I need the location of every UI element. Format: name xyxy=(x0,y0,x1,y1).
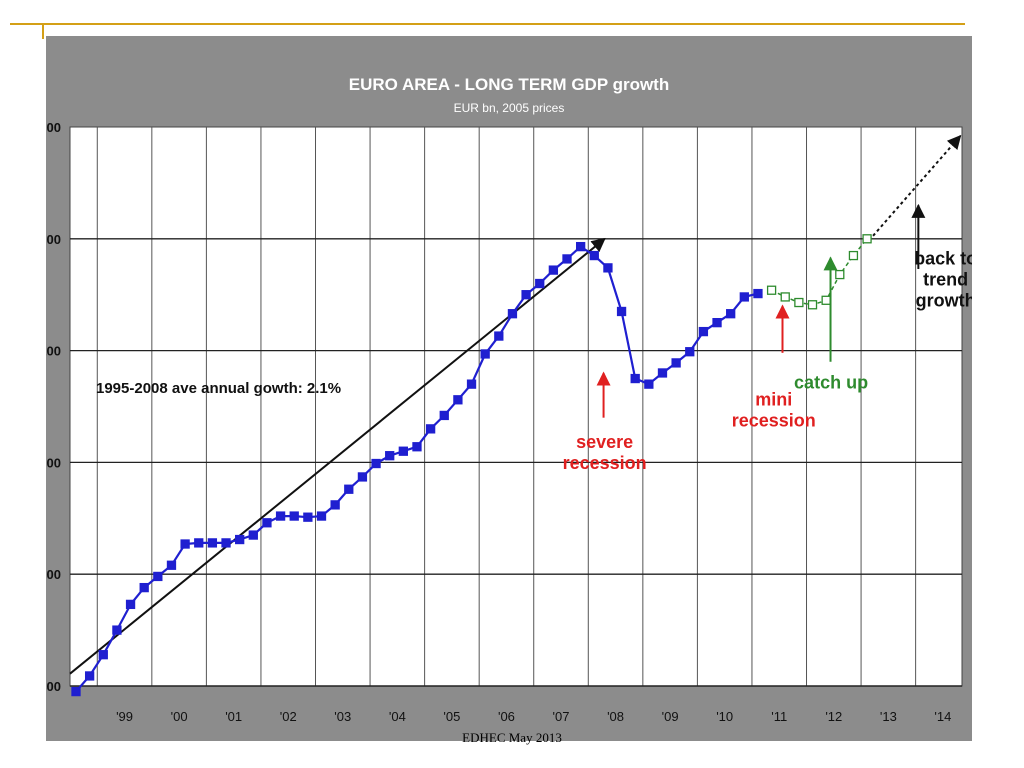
y-tick-label: 1900 xyxy=(46,567,61,582)
chart-subtitle: EUR bn, 2005 prices xyxy=(454,101,565,115)
annotation-label: recession xyxy=(563,453,647,473)
gdp-actual-point xyxy=(671,358,681,368)
annotation-label: mini xyxy=(755,389,792,409)
gdp-actual-point xyxy=(412,442,422,452)
gdp-forecast-point xyxy=(780,292,790,302)
x-tick-label: '01 xyxy=(225,709,242,724)
annotation-label: back to xyxy=(914,249,972,269)
x-tick-label: '13 xyxy=(880,709,897,724)
slide-rule-side xyxy=(42,25,44,39)
gdp-forecast-point xyxy=(862,234,872,244)
gdp-actual-point xyxy=(644,379,654,389)
trend-extension-line xyxy=(872,134,962,237)
gdp-actual-point xyxy=(303,512,313,522)
gdp-actual-point xyxy=(562,254,572,264)
gdp-actual-point xyxy=(153,571,163,582)
annotation-label: recession xyxy=(732,410,816,430)
gdp-actual-point xyxy=(398,446,408,456)
gdp-actual-point xyxy=(480,349,490,359)
x-tick-label: '00 xyxy=(171,709,188,724)
gdp-actual-point xyxy=(235,534,245,545)
gdp-actual-point xyxy=(521,290,531,300)
annotation-label: growth xyxy=(916,291,972,311)
gdp-actual-point xyxy=(726,309,736,319)
x-tick-label: '11 xyxy=(771,709,787,724)
gdp-actual-point xyxy=(344,484,354,494)
gdp-actual-point xyxy=(330,500,340,510)
x-tick-label: '10 xyxy=(716,709,733,724)
gdp-actual-point xyxy=(194,538,204,548)
gdp-actual-point xyxy=(494,331,504,341)
gdp-forecast-point xyxy=(794,297,804,308)
chart-panel: 1800 1900 2000 2100 2200 2300 '99 '00 '01 '02 '03 '… xyxy=(46,36,972,741)
gdp-actual-point xyxy=(275,511,286,521)
x-tick-label: '99 xyxy=(116,709,133,724)
gdp-actual-point xyxy=(125,599,136,610)
y-tick-label: 2300 xyxy=(46,120,61,135)
x-tick-label: '05 xyxy=(443,709,460,724)
gdp-actual-point xyxy=(371,458,381,469)
gdp-actual-point xyxy=(453,395,463,405)
gdp-actual-point xyxy=(357,472,368,482)
gdp-forecast-point xyxy=(848,250,859,261)
gdp-actual-point xyxy=(207,538,218,548)
x-tick-label: '09 xyxy=(662,709,679,724)
gdp-actual-point xyxy=(289,511,299,521)
gdp-actual-point xyxy=(575,241,586,252)
gdp-actual-point xyxy=(685,347,695,357)
gdp-actual-point xyxy=(180,539,190,549)
gdp-actual-point xyxy=(439,410,449,421)
annotation-label: catch up xyxy=(794,373,868,393)
gdp-actual-point xyxy=(248,530,258,540)
gdp-actual-point xyxy=(466,379,477,389)
slide-rule-top xyxy=(10,23,965,25)
gdp-actual-point xyxy=(753,288,763,299)
x-tick-label: '07 xyxy=(553,709,570,724)
y-tick-label: 1800 xyxy=(46,679,61,694)
annotation-label: trend xyxy=(923,270,968,290)
x-tick-label: '12 xyxy=(825,709,842,724)
gdp-actual-point xyxy=(71,686,81,697)
gdp-actual-point xyxy=(698,326,709,337)
gdp-actual-point xyxy=(98,650,108,660)
gdp-actual-point xyxy=(262,518,272,528)
gdp-actual-point xyxy=(630,373,640,384)
gdp-chart: 1800 1900 2000 2100 2200 2300 '99 '00 '01 '02 '03 '… xyxy=(46,75,972,724)
gdp-actual-point xyxy=(589,250,599,261)
gdp-actual-point xyxy=(616,306,627,317)
x-tick-label: '06 xyxy=(498,709,515,724)
gdp-actual-point xyxy=(425,424,436,434)
x-tick-label: '03 xyxy=(334,709,351,724)
footer-text: EDHEC May 2013 xyxy=(462,730,562,745)
x-tick-label: '14 xyxy=(934,709,951,724)
gdp-actual-point xyxy=(535,278,545,289)
gdp-actual-point xyxy=(712,317,722,328)
gdp-actual-point xyxy=(221,538,231,548)
gdp-forecast-point xyxy=(807,300,818,310)
gdp-actual-point xyxy=(657,368,668,378)
y-tick-label: 2100 xyxy=(46,344,61,359)
gdp-actual-point xyxy=(507,309,518,319)
x-tick-label: '02 xyxy=(280,709,297,724)
y-tick-label: 2000 xyxy=(46,455,61,470)
gdp-forecast-point xyxy=(835,269,845,280)
gdp-forecast-point xyxy=(821,295,831,305)
x-tick-label: '04 xyxy=(389,709,406,724)
gdp-actual-point xyxy=(316,511,327,521)
gdp-actual-point xyxy=(739,292,749,302)
avg-growth-note: 1995-2008 ave annual gowth: 2.1% xyxy=(96,380,341,397)
y-tick-label: 2200 xyxy=(46,232,61,247)
plot-area xyxy=(69,126,963,687)
annotation-label: severe xyxy=(576,432,633,452)
gdp-actual-point xyxy=(112,625,122,635)
gdp-actual-point xyxy=(84,671,95,681)
chart-title: EURO AREA - LONG TERM GDP growth xyxy=(349,75,669,94)
gdp-actual-point xyxy=(548,265,559,275)
gdp-actual-point xyxy=(139,582,149,593)
gdp-actual-point xyxy=(166,560,177,570)
gdp-actual-point xyxy=(603,263,613,273)
gdp-actual-point xyxy=(385,451,395,461)
x-tick-label: '08 xyxy=(607,709,624,724)
gdp-forecast-point xyxy=(766,285,777,295)
